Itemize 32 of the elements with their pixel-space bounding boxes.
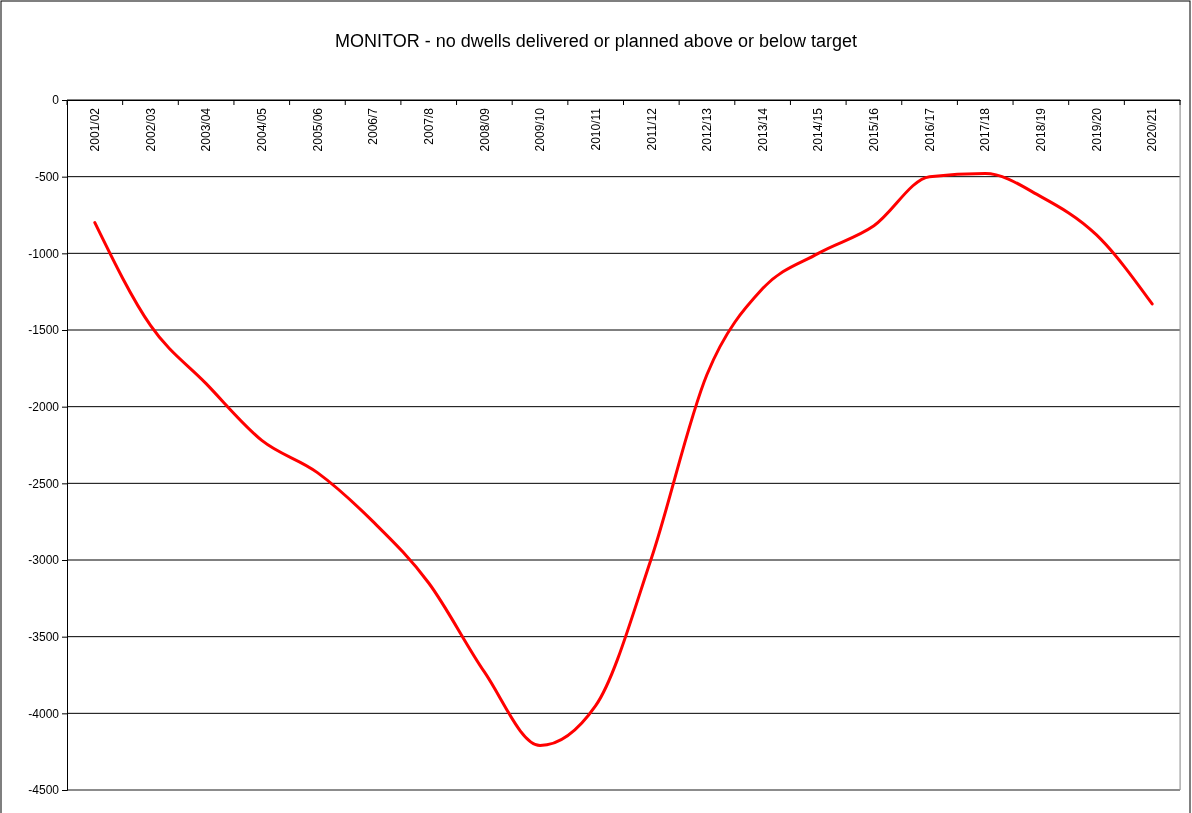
x-tick-label: 2005/06 <box>310 107 325 152</box>
x-tick-label: 2008/09 <box>477 107 492 152</box>
x-tick-label: 2016/17 <box>922 107 937 152</box>
y-tick-label: -1500 <box>28 323 60 338</box>
y-tick-label: -2500 <box>28 476 60 491</box>
x-tick-label: 2020/21 <box>1145 107 1160 152</box>
y-tick-label: -4000 <box>28 706 60 721</box>
x-tick-label: 2001/02 <box>88 107 103 152</box>
y-tick-label: -4500 <box>28 783 60 798</box>
x-tick-label: 2003/04 <box>199 107 214 152</box>
x-tick-label: 2013/14 <box>755 107 770 152</box>
x-tick-label: 2018/19 <box>1034 107 1049 152</box>
y-tick-label: 0 <box>52 93 60 108</box>
x-tick-label: 2009/10 <box>533 107 548 152</box>
line-series <box>93 172 1154 748</box>
x-tick-label: 2007/8 <box>421 107 436 145</box>
x-tick-label: 2004/05 <box>254 107 269 152</box>
y-tick-label: -1000 <box>28 246 60 261</box>
x-tick-label: 2014/15 <box>811 107 826 152</box>
x-tick-label: 2011/12 <box>644 107 659 151</box>
y-tick-label: -500 <box>34 170 60 185</box>
x-tick-label: 2010/11 <box>588 107 603 151</box>
y-tick-label: -3500 <box>28 630 60 645</box>
x-tick-label: 2019/20 <box>1089 107 1104 152</box>
y-tick-label: -2000 <box>28 400 60 415</box>
x-tick-label: 2006/7 <box>366 107 381 145</box>
x-tick-label: 2012/13 <box>700 107 715 152</box>
x-tick-label: 2002/03 <box>143 107 158 152</box>
chart-title: MONITOR - no dwells delivered or planned above or below target <box>335 31 857 51</box>
y-tick-label: -3000 <box>28 553 60 568</box>
x-tick-label: 2015/16 <box>867 107 882 152</box>
x-tick-label: 2017/18 <box>978 107 993 152</box>
